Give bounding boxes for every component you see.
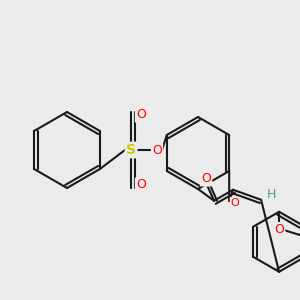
Text: O: O	[136, 109, 146, 122]
Text: H: H	[266, 188, 276, 201]
Text: S: S	[126, 143, 136, 157]
Text: O: O	[201, 172, 211, 185]
Text: O: O	[152, 143, 162, 157]
Text: O: O	[274, 223, 284, 236]
Text: O: O	[231, 198, 240, 208]
Text: O: O	[136, 178, 146, 191]
